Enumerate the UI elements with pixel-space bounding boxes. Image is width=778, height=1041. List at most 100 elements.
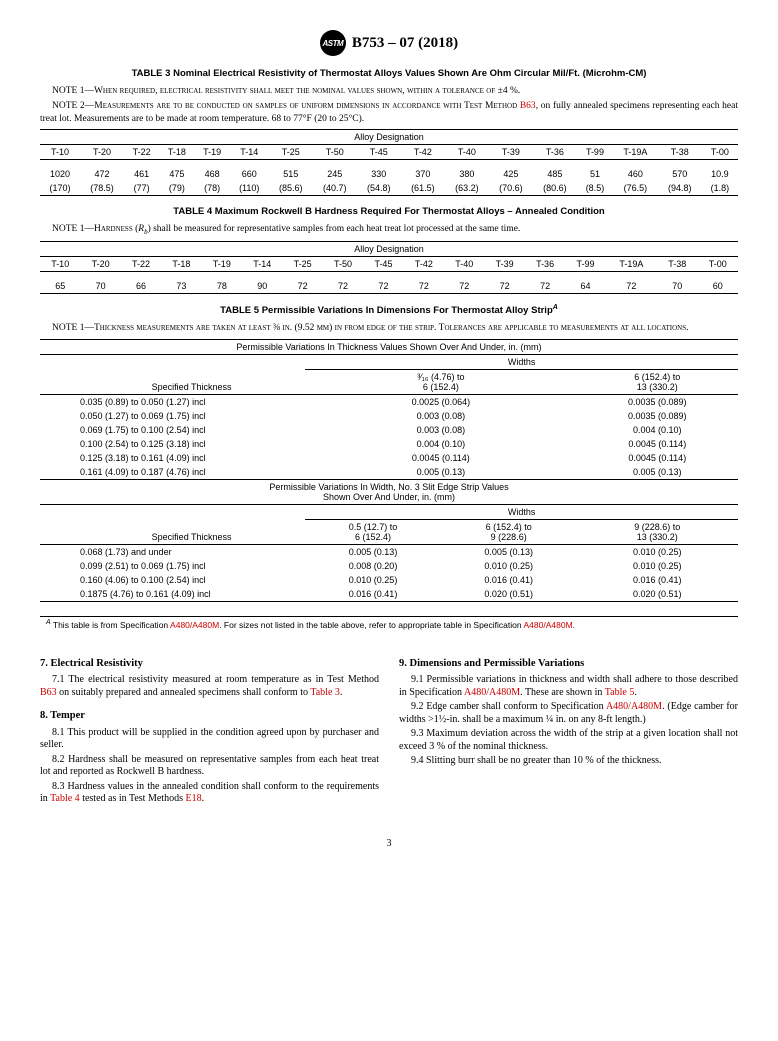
table-row: 0.050 (1.27) to 0.069 (1.75) incl0.003 (… xyxy=(40,409,738,423)
table-header: T-20 xyxy=(80,257,120,272)
right-column: 9. Dimensions and Permissible Variations… xyxy=(399,647,738,807)
table-cell: 660 xyxy=(230,167,269,181)
table-cell: 10.9 xyxy=(702,167,738,181)
table-cell: (77) xyxy=(124,181,159,196)
table-cell: (85.6) xyxy=(269,181,313,196)
table-row: 0.100 (2.54) to 0.125 (3.18) incl0.004 (… xyxy=(40,437,738,451)
table-cell: 0.003 (0.08) xyxy=(305,409,576,423)
section-8-heading: 8. Temper xyxy=(40,709,379,722)
table-cell: 475 xyxy=(159,167,194,181)
table-header: T-22 xyxy=(121,257,161,272)
table3: Alloy Designation T-10T-20T-22T-18T-19T-… xyxy=(40,129,738,196)
ref-link-b63[interactable]: B63 xyxy=(520,101,536,111)
table-cell: 0.003 (0.08) xyxy=(305,423,576,437)
table-cell: 0.020 (0.51) xyxy=(577,587,738,602)
table-cell: 0.125 (3.18) to 0.161 (4.09) incl xyxy=(40,451,305,465)
table-header: T-42 xyxy=(401,145,445,160)
table-cell: (54.8) xyxy=(357,181,401,196)
table-header: T-10 xyxy=(40,145,80,160)
para-8-1: 8.1 This product will be supplied in the… xyxy=(40,727,379,752)
ref-link-b63-2[interactable]: B63 xyxy=(40,687,57,698)
table-cell: 380 xyxy=(445,167,489,181)
table5-note: NOTE 1—Thickness measurements are taken … xyxy=(40,322,738,334)
table-header: T-19A xyxy=(613,145,658,160)
table-header: T-39 xyxy=(484,257,524,272)
table3-title: TABLE 3 Nominal Electrical Resistivity o… xyxy=(40,68,738,79)
ref-link-table5[interactable]: Table 5 xyxy=(605,687,635,698)
table-cell: 72 xyxy=(323,279,363,294)
table-cell: 0.010 (0.25) xyxy=(441,559,577,573)
astm-logo-icon: ASTM xyxy=(320,30,346,56)
para-8-2: 8.2 Hardness shall be measured on repres… xyxy=(40,754,379,779)
ref-link-e18[interactable]: E18 xyxy=(185,793,201,804)
table-cell: 0.005 (0.13) xyxy=(305,544,441,559)
table-header: T-40 xyxy=(445,145,489,160)
table-header: T-10 xyxy=(40,257,80,272)
table-cell: 72 xyxy=(363,279,403,294)
table-cell: (8.5) xyxy=(577,181,613,196)
table-cell: (63.2) xyxy=(445,181,489,196)
table-cell: 72 xyxy=(404,279,444,294)
table-cell: (80.6) xyxy=(533,181,577,196)
table-cell: 0.100 (2.54) to 0.125 (3.18) incl xyxy=(40,437,305,451)
para-9-1: 9.1 Permissible variations in thickness … xyxy=(399,674,738,699)
ref-link-a480-2[interactable]: A480/A480M xyxy=(524,619,573,629)
table-header: T-25 xyxy=(269,145,313,160)
table-cell: 51 xyxy=(577,167,613,181)
page: ASTM B753 – 07 (2018) TABLE 3 Nominal El… xyxy=(0,0,778,899)
table-header: T-19 xyxy=(195,145,230,160)
table-cell: 0.050 (1.27) to 0.069 (1.75) incl xyxy=(40,409,305,423)
table-cell: 0.069 (1.75) to 0.100 (2.54) incl xyxy=(40,423,305,437)
table-cell: 0.005 (0.13) xyxy=(305,465,576,480)
table-cell: 0.010 (0.25) xyxy=(577,559,738,573)
table3-header-row: T-10T-20T-22T-18T-19T-14T-25T-50T-45T-42… xyxy=(40,145,738,160)
table-header: T-14 xyxy=(230,145,269,160)
table-cell: 0.0035 (0.089) xyxy=(577,394,738,409)
table-cell: (40.7) xyxy=(313,181,357,196)
para-9-2: 9.2 Edge camber shall conform to Specifi… xyxy=(399,701,738,726)
table-cell: 460 xyxy=(613,167,658,181)
table-cell: (76.5) xyxy=(613,181,658,196)
table3-note2: NOTE 2—Measurements are to be conducted … xyxy=(40,100,738,125)
table-cell: (110) xyxy=(230,181,269,196)
table-header: T-99 xyxy=(577,145,613,160)
table-cell: 570 xyxy=(658,167,702,181)
body-columns: 7. Electrical Resistivity 7.1 The electr… xyxy=(40,647,738,807)
table4: Alloy Designation T-10T-20T-22T-18T-19T-… xyxy=(40,241,738,294)
table4-row: 6570667378907272727272727264727060 xyxy=(40,279,738,294)
page-number: 3 xyxy=(40,838,738,849)
ref-link-table4[interactable]: Table 4 xyxy=(50,793,80,804)
table-header: T-50 xyxy=(323,257,363,272)
table-row: 0.161 (4.09) to 0.187 (4.76) incl0.005 (… xyxy=(40,465,738,480)
ref-link-a480-4[interactable]: A480/A480M xyxy=(606,701,662,712)
table-cell: 72 xyxy=(444,279,484,294)
table-row: 0.099 (2.51) to 0.069 (1.75) incl0.008 (… xyxy=(40,559,738,573)
table-header: T-18 xyxy=(159,145,194,160)
table-cell: 72 xyxy=(525,279,565,294)
table-cell: 78 xyxy=(202,279,242,294)
table5-title: TABLE 5 Permissible Variations In Dimens… xyxy=(40,304,738,316)
table-row: 0.125 (3.18) to 0.161 (4.09) incl0.0045 … xyxy=(40,451,738,465)
ref-link-a480-3[interactable]: A480/A480M xyxy=(464,687,520,698)
table-header: T-19 xyxy=(202,257,242,272)
para-9-3: 9.3 Maximum deviation across the width o… xyxy=(399,728,738,753)
table-cell: 0.005 (0.13) xyxy=(441,544,577,559)
table-cell: 370 xyxy=(401,167,445,181)
table-cell: 64 xyxy=(565,279,605,294)
table-header: T-39 xyxy=(489,145,533,160)
table-cell: 485 xyxy=(533,167,577,181)
ref-link-table3[interactable]: Table 3 xyxy=(310,687,340,698)
table-header: T-18 xyxy=(161,257,201,272)
table-cell: 0.1875 (4.76) to 0.161 (4.09) incl xyxy=(40,587,305,602)
table-cell: 461 xyxy=(124,167,159,181)
table-header: T-45 xyxy=(363,257,403,272)
table-cell: (94.8) xyxy=(658,181,702,196)
table-cell: 70 xyxy=(657,279,697,294)
table5-footnote: A This table is from Specification A480/… xyxy=(40,616,738,630)
page-header: ASTM B753 – 07 (2018) xyxy=(40,30,738,56)
table-cell: 90 xyxy=(242,279,282,294)
ref-link-a480-1[interactable]: A480/A480M xyxy=(170,619,219,629)
table-cell: 425 xyxy=(489,167,533,181)
table-cell: (170) xyxy=(40,181,80,196)
para-7-1: 7.1 The electrical resistivity measured … xyxy=(40,674,379,699)
